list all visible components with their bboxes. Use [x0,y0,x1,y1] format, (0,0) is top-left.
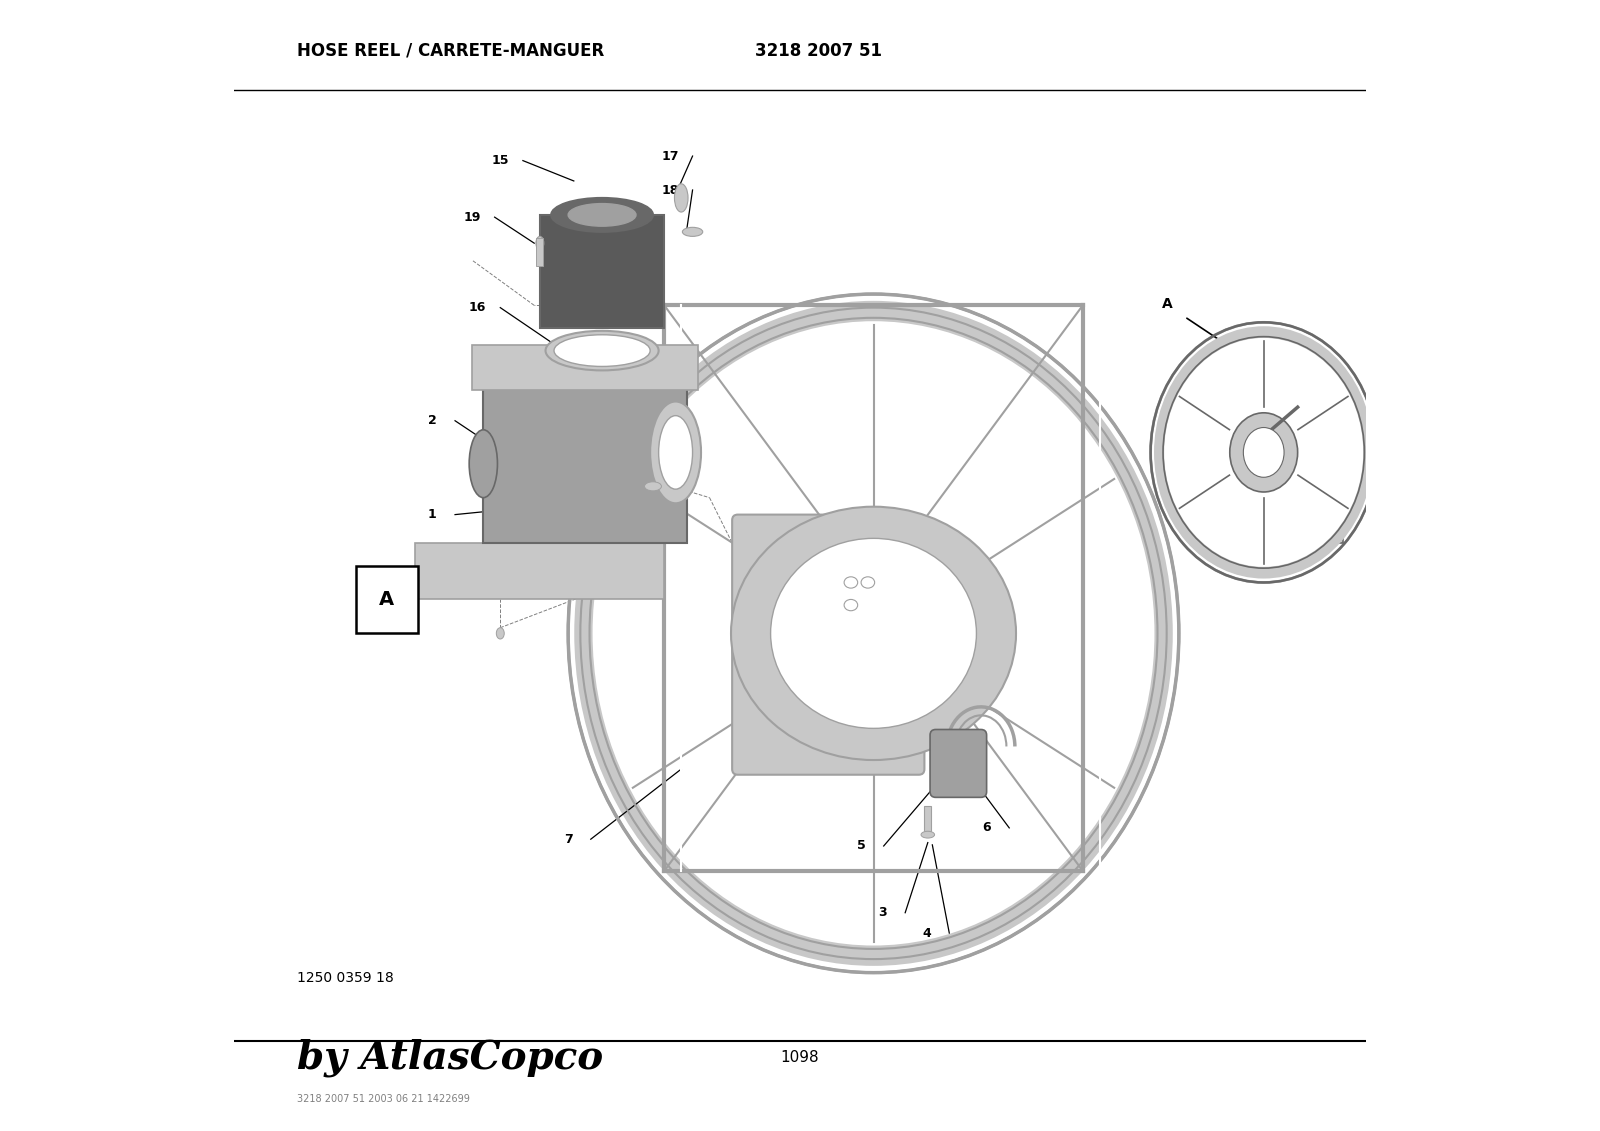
Ellipse shape [682,227,702,236]
Text: by AtlasCopco: by AtlasCopco [296,1038,603,1077]
FancyBboxPatch shape [539,215,664,328]
FancyBboxPatch shape [483,385,686,543]
Text: 1: 1 [429,508,437,521]
FancyBboxPatch shape [925,806,931,831]
FancyBboxPatch shape [733,515,925,775]
Ellipse shape [731,507,1016,760]
Text: 3: 3 [878,906,886,920]
FancyBboxPatch shape [416,543,664,599]
Text: 3218 2007 51: 3218 2007 51 [755,42,882,60]
Ellipse shape [645,482,661,491]
Ellipse shape [496,628,504,639]
Text: 7: 7 [563,832,573,846]
Ellipse shape [554,335,650,366]
Text: 18: 18 [661,183,678,197]
Ellipse shape [1165,338,1363,567]
Bar [355,566,418,633]
FancyBboxPatch shape [1275,407,1342,543]
Ellipse shape [574,301,1173,966]
Text: 2: 2 [429,414,437,428]
Ellipse shape [550,198,653,232]
Text: 5: 5 [856,839,866,853]
Ellipse shape [469,430,498,498]
Ellipse shape [675,184,688,213]
Text: 4: 4 [922,926,931,940]
FancyBboxPatch shape [930,729,987,797]
Ellipse shape [568,204,637,226]
Text: A: A [1162,297,1173,311]
Ellipse shape [659,415,693,490]
Ellipse shape [1150,322,1378,582]
Text: 1250 0359 18: 1250 0359 18 [296,972,394,985]
Text: 15: 15 [491,154,509,167]
Ellipse shape [536,236,544,250]
Text: A: A [379,590,394,608]
FancyBboxPatch shape [472,345,698,390]
Text: 16: 16 [469,301,486,314]
Text: HOSE REEL / CARRETE-MANGUER: HOSE REEL / CARRETE-MANGUER [296,42,603,60]
FancyBboxPatch shape [536,238,544,266]
Ellipse shape [1154,326,1373,579]
Text: 6: 6 [982,821,990,835]
Text: 3218 2007 51 2003 06 21 1422699: 3218 2007 51 2003 06 21 1422699 [296,1095,469,1104]
Ellipse shape [771,538,976,728]
Ellipse shape [1243,428,1285,477]
Ellipse shape [592,321,1155,946]
Text: 19: 19 [464,210,480,224]
Text: 17: 17 [661,149,678,163]
Ellipse shape [650,402,701,503]
Ellipse shape [922,831,934,838]
Text: 1098: 1098 [781,1050,819,1065]
Ellipse shape [1230,413,1298,492]
Ellipse shape [546,330,659,371]
